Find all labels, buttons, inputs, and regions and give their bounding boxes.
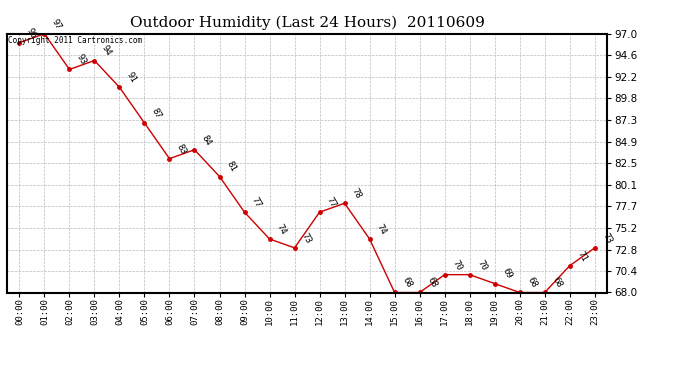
Text: 78: 78 (350, 187, 364, 201)
Text: 70: 70 (450, 258, 464, 272)
Text: 68: 68 (525, 276, 538, 290)
Text: 97: 97 (50, 17, 63, 31)
Text: 77: 77 (325, 196, 338, 209)
Text: Copyright 2011 Cartronics.com: Copyright 2011 Cartronics.com (8, 36, 142, 45)
Text: 74: 74 (275, 222, 288, 236)
Text: 71: 71 (575, 249, 589, 263)
Text: 91: 91 (125, 71, 138, 84)
Title: Outdoor Humidity (Last 24 Hours)  20110609: Outdoor Humidity (Last 24 Hours) 2011060… (130, 15, 484, 30)
Text: 68: 68 (400, 276, 413, 290)
Text: 74: 74 (375, 222, 388, 236)
Text: 73: 73 (600, 231, 613, 245)
Text: 87: 87 (150, 106, 164, 120)
Text: 70: 70 (475, 258, 489, 272)
Text: 73: 73 (300, 231, 313, 245)
Text: 77: 77 (250, 196, 264, 209)
Text: 68: 68 (550, 276, 564, 290)
Text: 93: 93 (75, 53, 88, 67)
Text: 68: 68 (425, 276, 438, 290)
Text: 83: 83 (175, 142, 188, 156)
Text: 94: 94 (100, 44, 113, 58)
Text: 96: 96 (25, 26, 38, 40)
Text: 84: 84 (200, 133, 213, 147)
Text: 81: 81 (225, 160, 238, 174)
Text: 69: 69 (500, 267, 513, 281)
